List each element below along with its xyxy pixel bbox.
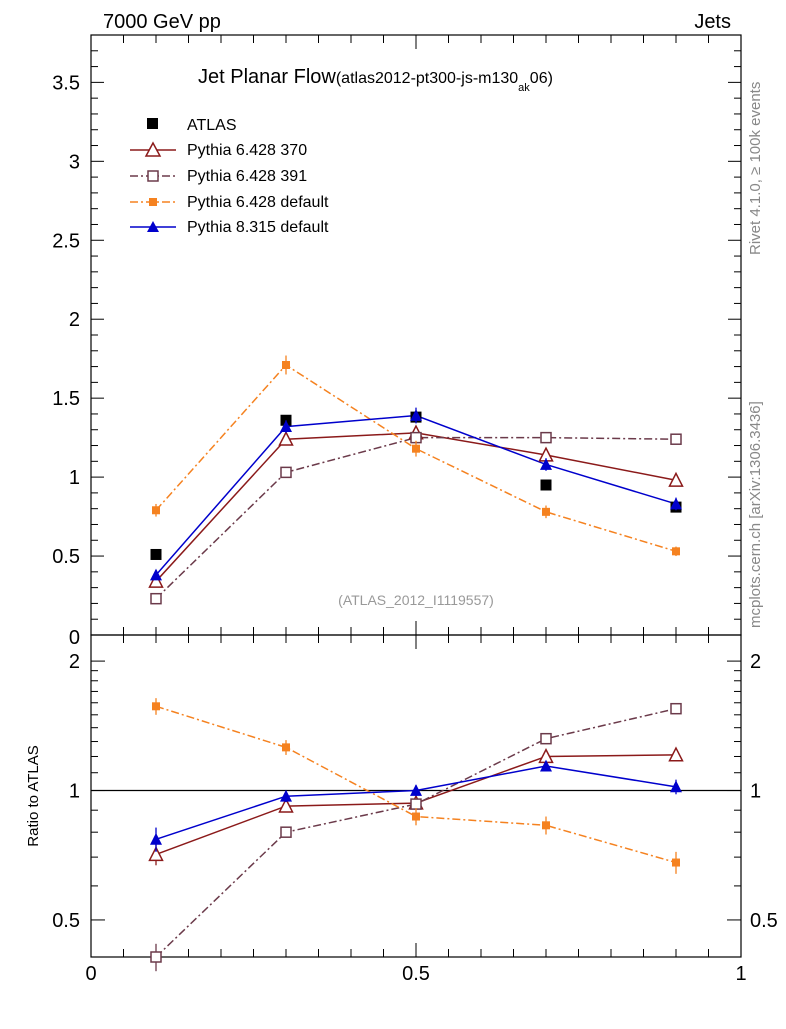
ratio-point-p370	[148, 845, 164, 862]
legend-marker-p8def	[147, 221, 159, 232]
side-label-rivet: Rivet 4.1.0, ≥ 100k events	[747, 82, 764, 255]
legend-marker-p391	[147, 170, 159, 182]
analysis-watermark: (ATLAS_2012_I1119557)	[338, 592, 494, 608]
side-label-mcplots: mcplots.cern.ch [arXiv:1306.3436]	[747, 401, 764, 628]
ratio-x-tick-label: 0.5	[402, 963, 430, 985]
ratio-y-tick-label: 0.5	[52, 910, 80, 932]
ratio-axis-label: Ratio to ATLAS	[25, 745, 42, 846]
main-line-p391	[155, 436, 677, 600]
ratio-y-tick-label: 2	[69, 651, 80, 673]
header-left: 7000 GeV pp	[103, 11, 221, 33]
main-point-p6def	[282, 361, 290, 369]
legend: ATLAS Pythia 6.428 370 Pythia 6.428 391 …	[130, 117, 329, 236]
main-plot-series	[148, 355, 684, 605]
main-point-p6def	[412, 444, 420, 453]
ratio-point-p391	[150, 951, 162, 963]
main-point-p391	[150, 592, 162, 605]
main-point-p6def	[672, 547, 680, 556]
main-line-p6def	[155, 364, 677, 553]
ratio-point-p8def	[670, 780, 682, 793]
ratio-point-p8def	[410, 784, 422, 796]
ratio-x-tick-label: 0	[85, 963, 96, 985]
title-paren-close: 06)	[530, 70, 553, 87]
ratio-point-p6def	[672, 858, 680, 867]
main-point-p8def	[540, 458, 552, 470]
ratio-line-p391	[155, 707, 677, 958]
legend-label-p8def: Pythia 8.315 default	[187, 219, 329, 236]
plot-title: Jet Planar Flow(atlas2012-pt300-js-m130a…	[198, 66, 553, 94]
legend-marker-atlas	[147, 118, 158, 129]
ratio-point-p370	[668, 746, 684, 762]
legend-marker-p370	[144, 141, 162, 157]
title-paren-open: (atlas2012-pt300-js-m130	[336, 70, 518, 87]
title-main: Jet Planar Flow	[198, 66, 336, 88]
main-point-p391	[670, 433, 682, 445]
main-y-tick-label: 1.5	[52, 388, 80, 410]
main-y-tick-label: 2.5	[52, 230, 80, 252]
ratio-point-p6def	[412, 812, 420, 821]
main-y-tick-label: 2	[69, 309, 80, 331]
main-point-p391	[280, 466, 292, 479]
ratio-x-tick-label: 1	[735, 963, 746, 985]
ratio-y-tick-label-right: 2	[750, 651, 761, 673]
main-point-p6def	[542, 507, 550, 516]
axis-ticks	[90, 35, 742, 957]
ratio-point-p6def	[152, 702, 160, 711]
legend-label-atlas: ATLAS	[187, 117, 237, 134]
ratio-point-p8def	[540, 759, 552, 772]
ratio-point-p391	[670, 702, 682, 715]
ratio-point-p391	[540, 732, 552, 745]
main-point-p8def	[150, 568, 162, 581]
main-point-p370	[278, 430, 294, 446]
legend-label-p391: Pythia 6.428 391	[187, 168, 307, 185]
ratio-point-p6def	[542, 821, 550, 830]
main-point-p370	[148, 572, 164, 588]
legend-marker-p6def	[149, 198, 157, 206]
ratio-point-p8def	[280, 789, 292, 802]
ratio-y-tick-label: 1	[69, 781, 80, 803]
main-y-tick-label: 0.5	[52, 546, 80, 568]
legend-label-p6def: Pythia 6.428 default	[187, 194, 329, 211]
main-y-tick-label: 3.5	[52, 72, 80, 94]
main-y-tick-label-zero: 0	[69, 627, 80, 649]
ratio-point-p391	[280, 826, 292, 838]
ratio-point-p8def	[150, 832, 162, 845]
ratio-plot-series	[148, 698, 684, 972]
main-point-p391	[540, 431, 552, 444]
axis-tick-labels: 0.5 1 1.5 2 2.5 3 3.5 0 0 0.5 1 0.5 0.5 1 1 2 2	[52, 72, 778, 985]
main-point-p8def	[280, 420, 292, 432]
ratio-y-tick-label-right: 0.5	[750, 910, 778, 932]
main-point-p8def	[670, 497, 682, 510]
ratio-point-p6def	[282, 743, 290, 752]
legend-label-p370: Pythia 6.428 370	[187, 142, 307, 159]
main-y-tick-label: 1	[69, 467, 80, 489]
header-right: Jets	[694, 11, 731, 33]
main-point-atlas	[150, 548, 162, 560]
main-y-tick-label: 3	[69, 151, 80, 173]
ratio-point-p370	[278, 797, 294, 813]
ratio-y-tick-label-right: 1	[750, 781, 761, 803]
main-point-p370	[668, 471, 684, 487]
ratio-point-p391	[410, 798, 422, 810]
main-point-p8def	[410, 409, 422, 421]
main-point-p6def	[152, 506, 160, 515]
title-subscript: ak	[518, 82, 530, 94]
main-point-atlas	[540, 479, 552, 491]
